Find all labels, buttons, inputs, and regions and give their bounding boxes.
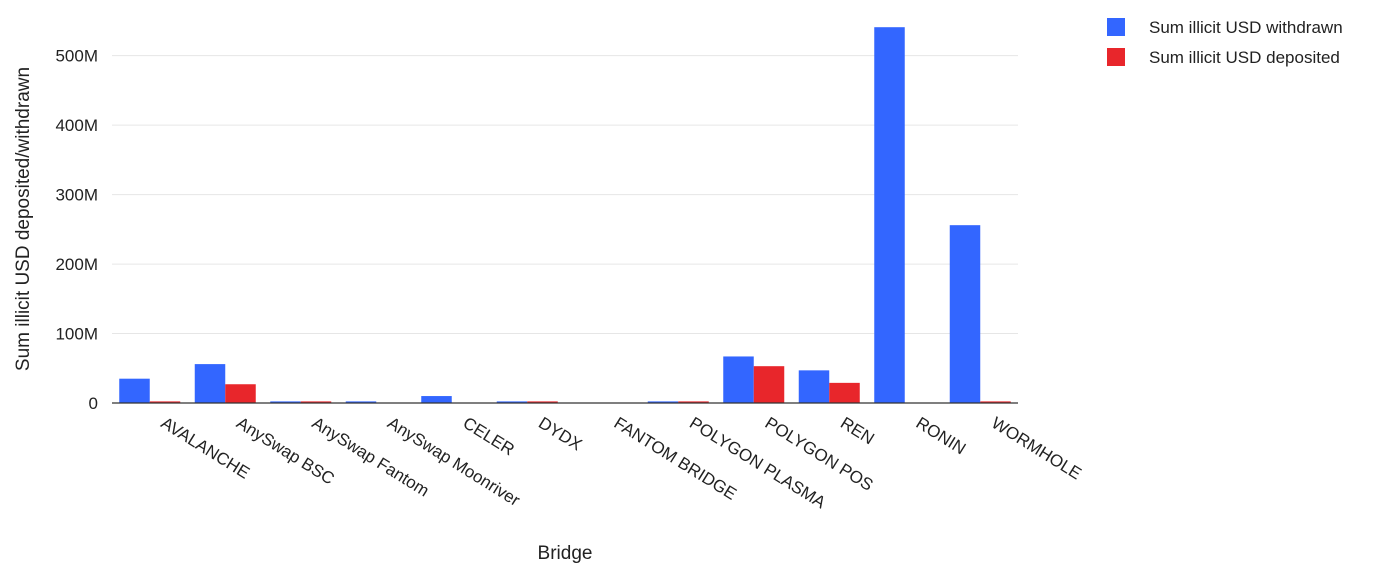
bar-avalanche-deposited [149,401,181,403]
gridlines [112,55,1018,335]
y-axis-title: Sum illicit USD deposited/withdrawn [13,67,34,371]
bar-avalanche-withdrawn [119,378,150,403]
legend-label-withdrawn: Sum illicit USD withdrawn [1149,18,1343,37]
x-axis-title: Bridge [538,543,593,564]
y-tick-label: 0 [89,394,98,413]
bar-polygon-pos-withdrawn [723,356,754,403]
bar-dydx-deposited [527,401,558,403]
legend: Sum illicit USD withdrawn Sum illicit USD… [1107,18,1343,67]
x-tick-label-ren: REN [837,413,878,448]
y-tick-label: 200M [55,255,98,274]
bar-ronin-withdrawn [874,27,905,404]
bar-anyswap-fantom-withdrawn [270,401,301,403]
y-tick-label: 100M [55,325,98,344]
bar-anyswap-bsc-withdrawn [194,364,226,403]
y-tick-label: 500M [55,47,98,66]
y-tick-label: 400M [55,116,98,135]
bar-anyswap-fantom-deposited [300,401,332,403]
x-tick-label-dydx: DYDX [535,413,585,454]
bars [119,27,1011,404]
bar-celer-withdrawn [421,396,452,403]
bar-anyswap-moonriver-withdrawn [345,401,377,403]
x-tick-label-celer: CELER [460,413,518,459]
legend-label-deposited: Sum illicit USD deposited [1149,48,1340,67]
x-tick-label-fantom-bridge: FANTOM BRIDGE [611,413,740,504]
bar-wormhole-withdrawn [949,225,981,403]
bar-dydx-withdrawn [496,401,528,403]
bar-anyswap-bsc-deposited [225,384,256,403]
x-tick-label-polygon-plasma: POLYGON PLASMA [686,413,829,512]
bar-ren-withdrawn [798,370,830,403]
legend-swatch-withdrawn [1107,18,1125,36]
legend-swatch-deposited [1107,48,1125,66]
bar-polygon-pos-deposited [753,366,785,403]
x-tick-label-wormhole: WORMHOLE [988,413,1085,483]
x-tick-label-ronin: RONIN [913,413,970,458]
bar-wormhole-deposited [980,401,1011,403]
bar-ren-deposited [829,382,860,403]
bar-polygon-plasma-withdrawn [647,401,679,403]
x-tick-label-anyswap-moonriver: AnySwap Moonriver [384,413,523,510]
y-tick-label: 300M [55,186,98,205]
bar-polygon-plasma-deposited [678,401,709,403]
